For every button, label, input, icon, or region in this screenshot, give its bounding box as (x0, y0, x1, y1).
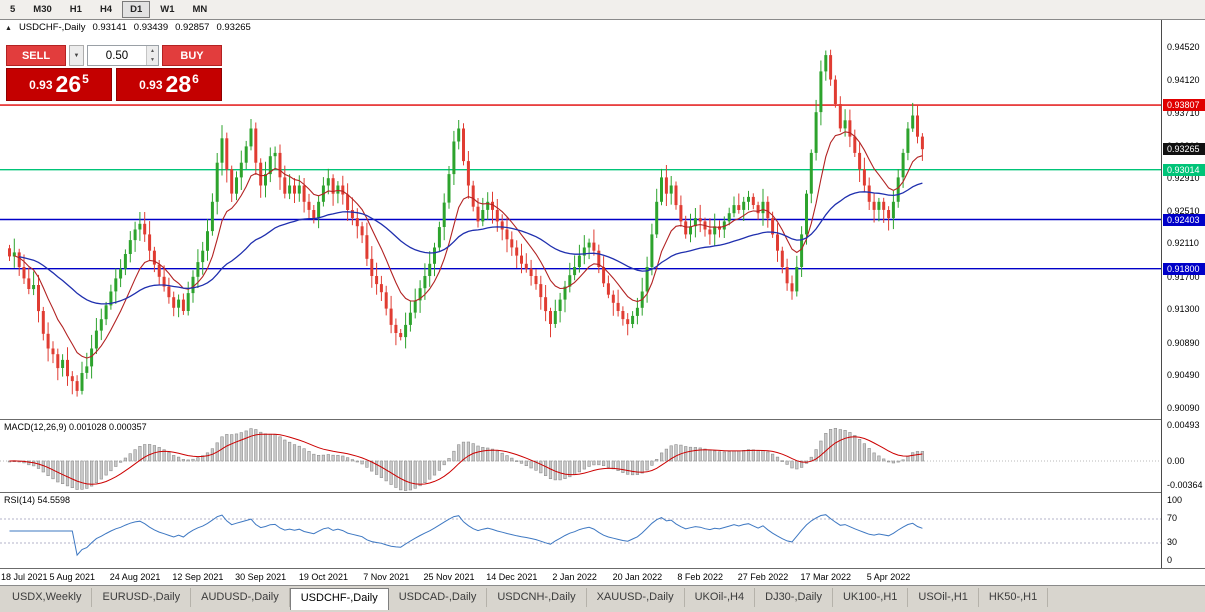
timeframe-toolbar: 5 M30 H1 H4 D1 W1 MN (0, 0, 1205, 20)
timeframe-button-mn[interactable]: MN (192, 4, 208, 15)
price-tick: 0.90090 (1167, 402, 1200, 413)
date-label: 7 Nov 2021 (363, 572, 410, 582)
date-label: 5 Apr 2022 (866, 572, 911, 582)
price-tick: 0.90890 (1167, 337, 1200, 348)
timeframe-button-d1[interactable]: D1 (122, 1, 151, 18)
chart-symbol-label: USDCHF-,Daily (18, 22, 86, 33)
timeframe-button-h4[interactable]: H4 (99, 4, 113, 15)
date-label: 24 Aug 2021 (109, 572, 161, 582)
chart-tab-dj30[interactable]: DJ30-,Daily (755, 588, 833, 607)
rsi-chart (0, 493, 1161, 568)
date-label: 30 Sep 2021 (235, 572, 287, 582)
date-label: 2 Jan 2022 (552, 572, 597, 582)
price-tick: 0.92910 (1167, 173, 1200, 184)
price-tick: 0.91300 (1167, 304, 1200, 315)
price-tick: 0.94120 (1167, 74, 1200, 85)
buy-price-small: 0.93 (139, 77, 163, 92)
buy-price-big: 28 (165, 71, 192, 97)
date-label: 18 Jul 2021 (1, 572, 48, 582)
volume-input[interactable]: 0.50 ▲ ▼ (87, 45, 159, 66)
chart-tab-usdcnh[interactable]: USDCNH-,Daily (487, 588, 587, 607)
sell-button[interactable]: SELL (6, 45, 66, 66)
sell-price-pip: 5 (82, 71, 89, 86)
volume-value[interactable]: 0.50 (105, 49, 129, 62)
price-tick: 0.00 (1167, 456, 1185, 466)
price-level-label: 0.92403 (1163, 213, 1205, 226)
date-label: 14 Dec 2021 (486, 572, 538, 582)
price-tick: 0.91700 (1167, 271, 1200, 282)
bid-price-label: 0.93265 (1163, 143, 1205, 156)
ohlc-close: 0.93265 (216, 22, 251, 33)
price-tick: 0.92110 (1167, 238, 1199, 249)
price-tick: 0.90490 (1167, 370, 1200, 381)
date-label: 12 Sep 2021 (172, 572, 224, 582)
chart-tab-usoil[interactable]: USOil-,H1 (908, 588, 979, 607)
price-tick: 70 (1167, 513, 1178, 523)
ohlc-low: 0.92857 (175, 22, 210, 33)
time-axis[interactable]: 18 Jul 2021 5 Aug 2021 24 Aug 2021 12 Sep 2… (0, 568, 1205, 585)
chart-tab-usdcad[interactable]: USDCAD-,Daily (389, 588, 488, 607)
buy-price-button[interactable]: 0.93 28 6 (116, 68, 222, 101)
date-label: 17 Mar 2022 (800, 572, 852, 582)
date-label: 19 Oct 2021 (298, 572, 348, 582)
timeframe-button-h1[interactable]: H1 (69, 4, 82, 15)
price-tick: 0.00493 (1167, 420, 1200, 430)
chart-tab-ukoil[interactable]: UKOil-,H4 (685, 588, 756, 607)
chevron-down-icon[interactable]: ▼ (69, 45, 84, 66)
one-click-trade-panel: SELL ▼ 0.50 ▲ ▼ BUY 0.93 26 5 (6, 45, 222, 101)
macd-panel[interactable]: MACD(12,26,9) 0.001028 0.000357 (0, 419, 1161, 492)
price-axis[interactable]: 0.945200.941200.937100.933100.929100.925… (1161, 20, 1205, 568)
rsi-panel[interactable]: RSI(14) 54.5598 (0, 492, 1161, 568)
sell-price-big: 26 (55, 71, 82, 97)
price-tick: 0.92510 (1167, 205, 1200, 216)
date-label: 5 Aug 2021 (49, 572, 96, 582)
chart-tab-eurusd[interactable]: EURUSD-,Daily (92, 588, 192, 607)
price-tick: 0.93710 (1167, 108, 1200, 118)
volume-stepper[interactable]: ▲ ▼ (146, 46, 158, 65)
chart-tab-uk100[interactable]: UK100-,H1 (833, 588, 909, 607)
chart-tab-usdchf[interactable]: USDCHF-,Daily (289, 588, 389, 610)
sell-price-button[interactable]: 0.93 26 5 (6, 68, 112, 101)
sell-price-small: 0.93 (29, 77, 53, 92)
chart-tab-usdx[interactable]: USDX,Weekly (2, 588, 93, 607)
price-tick: 100 (1167, 495, 1183, 505)
price-level-label: 0.93807 (1163, 99, 1205, 112)
price-level-label: 0.91800 (1163, 262, 1205, 275)
price-tick: -0.00364 (1167, 480, 1203, 490)
macd-chart (0, 420, 1161, 492)
buy-button[interactable]: BUY (162, 45, 222, 66)
macd-label: MACD(12,26,9) 0.001028 0.000357 (4, 422, 147, 432)
chart-tab-hk50[interactable]: HK50-,H1 (979, 588, 1049, 607)
date-label: 8 Feb 2022 (677, 572, 723, 582)
candlestick-chart[interactable] (0, 20, 1161, 419)
date-label: 25 Nov 2021 (423, 572, 475, 582)
main-chart-panel[interactable]: ▲ USDCHF-,Daily 0.93141 0.93439 0.92857 0.932… (0, 20, 1161, 419)
chart-tab-audusd[interactable]: AUDUSD-,Daily (191, 588, 290, 607)
spinner-up-icon[interactable]: ▲ (147, 46, 158, 56)
timeframe-button-5[interactable]: 5 (10, 4, 16, 15)
ohlc-open: 0.93141 (92, 22, 127, 33)
ohlc-high: 0.93439 (133, 22, 169, 33)
date-label: 27 Feb 2022 (737, 572, 789, 582)
triangle-up-icon[interactable]: ▲ (5, 25, 12, 32)
rsi-label: RSI(14) 54.5598 (4, 495, 71, 505)
price-tick: 0 (1167, 555, 1173, 565)
timeframe-button-w1[interactable]: W1 (160, 4, 175, 15)
chart-info: ▲ USDCHF-,Daily 0.93141 0.93439 0.92857 0.932… (5, 22, 258, 33)
spinner-down-icon[interactable]: ▼ (147, 55, 158, 65)
price-tick: 30 (1167, 537, 1178, 547)
price-tick: 0.94520 (1167, 42, 1200, 52)
date-label: 20 Jan 2022 (612, 572, 663, 582)
chart-tab-xauusd[interactable]: XAUUSD-,Daily (587, 588, 685, 607)
price-level-label: 0.93014 (1163, 163, 1205, 176)
chart-tabs-bar: USDX,Weekly EURUSD-,Daily AUDUSD-,Daily USD… (0, 585, 1205, 612)
timeframe-button-m30[interactable]: M30 (33, 4, 52, 15)
buy-price-pip: 6 (192, 71, 199, 86)
